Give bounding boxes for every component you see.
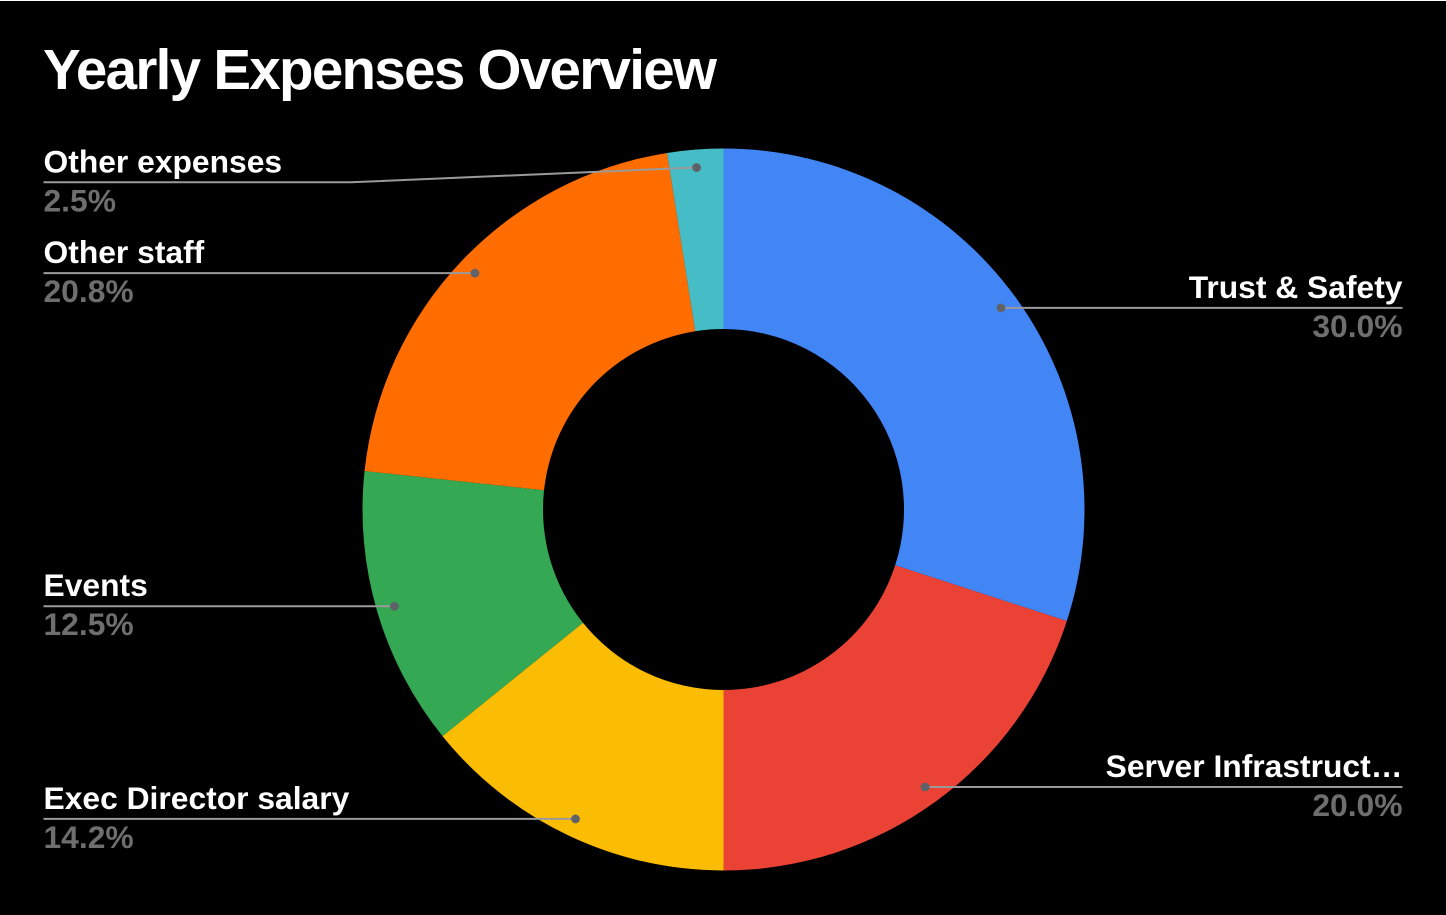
label-exec-director-salary: Exec Director salary <box>44 780 350 816</box>
chart-title: Yearly Expenses Overview <box>43 38 718 101</box>
top-edge-line <box>0 0 1446 1</box>
slice-other-expenses[interactable] <box>667 148 724 332</box>
label-server-infrastruct: Server Infrastruct… <box>1106 748 1403 784</box>
pct-other-expenses: 2.5% <box>44 182 116 218</box>
leader-dot-exec-director-salary <box>571 814 580 824</box>
pct-server-infrastruct: 20.0% <box>1312 787 1402 823</box>
leader-lines <box>43 163 1403 824</box>
slice-server-infrastruct[interactable] <box>723 565 1067 871</box>
leader-dot-server-infrastruct <box>920 782 930 792</box>
leader-dot-trust-safety <box>996 303 1006 313</box>
pct-events: 12.5% <box>44 606 134 642</box>
slice-exec-director-salary[interactable] <box>442 622 724 871</box>
pct-trust-safety: 30.0% <box>1312 308 1402 344</box>
label-trust-safety: Trust & Safety <box>1189 269 1403 305</box>
leader-dot-other-staff <box>470 268 480 278</box>
slice-trust-safety[interactable] <box>723 148 1085 622</box>
slice-other-staff[interactable] <box>364 152 696 491</box>
slice-events[interactable] <box>362 471 583 737</box>
label-other-staff: Other staff <box>44 234 205 270</box>
label-other-expenses: Other expenses <box>44 143 283 179</box>
label-events: Events <box>44 567 148 603</box>
leader-dot-events <box>390 601 399 611</box>
pct-exec-director-salary: 14.2% <box>44 819 134 855</box>
donut-slices <box>362 148 1085 871</box>
pct-other-staff: 20.8% <box>44 273 134 309</box>
leader-line-other-expenses <box>43 166 697 184</box>
leader-dot-other-expenses <box>692 163 701 172</box>
